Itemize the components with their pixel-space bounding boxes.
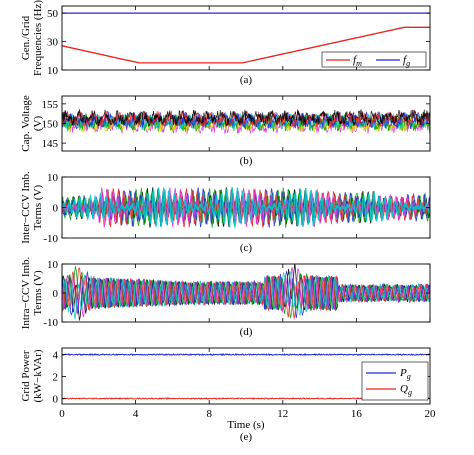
series-line-pg bbox=[62, 353, 430, 357]
y-tick-label: 155 bbox=[42, 99, 59, 111]
y-tick-label: 10 bbox=[47, 65, 59, 77]
plot-area bbox=[62, 264, 430, 322]
x-tick-label: 0 bbox=[59, 408, 65, 420]
y-axis-label-line: Grid Power bbox=[20, 350, 32, 401]
y-tick-label: 10 bbox=[47, 259, 59, 271]
y-axis-label-line: Terms (V) bbox=[32, 270, 44, 316]
legend-box bbox=[321, 51, 427, 68]
y-tick-label: -10 bbox=[43, 233, 58, 245]
y-axis-label: Grid Power(kW−kVAr) bbox=[20, 349, 44, 402]
y-tick-label: 50 bbox=[47, 8, 59, 20]
y-tick-label: -10 bbox=[43, 317, 58, 329]
chart-panel-e: 0 2 4 0 4 8 12 16 20 Grid Power(kW−kVAr) (e) Pg Qg bbox=[20, 347, 437, 443]
axes-frame bbox=[61, 347, 431, 405]
y-tick-label: 4 bbox=[53, 350, 59, 362]
x-tick-label: 16 bbox=[351, 408, 363, 420]
legend-label: Qg bbox=[400, 383, 412, 397]
x-axis-label: Time (s) bbox=[227, 419, 265, 431]
legend-label: fm bbox=[353, 54, 362, 68]
panel-caption: (e) bbox=[240, 431, 253, 443]
legend-box bbox=[361, 361, 429, 401]
y-axis-label-line: Intra−CCV Imb. bbox=[20, 256, 32, 329]
intra-ccv-trace-6 bbox=[62, 271, 430, 320]
y-tick-label: 30 bbox=[47, 37, 59, 49]
voltage-trace-7 bbox=[62, 109, 430, 127]
y-axis-label: Gen./GridFrequencies (Hz) bbox=[20, 0, 44, 76]
y-axis-label: Inter−CCV Imb.Terms (V) bbox=[20, 171, 44, 244]
inter-ccv-trace-6 bbox=[62, 186, 430, 229]
y-tick-label: 0 bbox=[53, 288, 59, 300]
plot-area bbox=[62, 12, 430, 64]
y-axis-label: Intra−CCV Imb.Terms (V) bbox=[20, 256, 44, 329]
y-axis-label-line: Terms (V) bbox=[32, 184, 44, 230]
y-axis-label-line: Frequencies (Hz) bbox=[32, 0, 44, 76]
x-tick-label: 20 bbox=[425, 408, 437, 420]
y-axis-label: Cap. Voltage(V) bbox=[20, 95, 44, 152]
y-tick-label: 10 bbox=[47, 172, 59, 184]
series-line-fm bbox=[62, 26, 430, 64]
y-axis-label-line: Cap. Voltage bbox=[20, 95, 32, 152]
y-tick-label: 150 bbox=[42, 119, 59, 131]
plot-area bbox=[62, 109, 430, 135]
y-axis-label-line: Gen./Grid bbox=[20, 15, 32, 60]
y-axis-label-line: Inter−CCV Imb. bbox=[20, 171, 32, 244]
plot-area bbox=[62, 186, 430, 229]
panel-caption: (c) bbox=[240, 242, 253, 254]
axes-frame bbox=[61, 5, 431, 71]
legend: fm fg bbox=[321, 51, 427, 68]
x-tick-label: 8 bbox=[206, 408, 212, 420]
y-tick-label: 145 bbox=[42, 138, 59, 150]
y-axis-label-line: (V) bbox=[32, 116, 44, 132]
x-tick-label: 12 bbox=[277, 408, 288, 420]
y-axis-label-line: (kW−kVAr) bbox=[32, 349, 44, 402]
panel-caption: (d) bbox=[240, 326, 253, 338]
y-tick-label: 0 bbox=[53, 394, 59, 406]
legend: Pg Qg bbox=[361, 361, 429, 401]
y-tick-label: 0 bbox=[53, 203, 59, 215]
panel-caption: (b) bbox=[240, 155, 253, 167]
panel-caption: (a) bbox=[240, 74, 253, 86]
legend-label: Pg bbox=[399, 367, 411, 381]
y-tick-label: 2 bbox=[53, 372, 59, 384]
x-tick-label: 4 bbox=[133, 408, 139, 420]
legend-label: fg bbox=[403, 54, 410, 68]
